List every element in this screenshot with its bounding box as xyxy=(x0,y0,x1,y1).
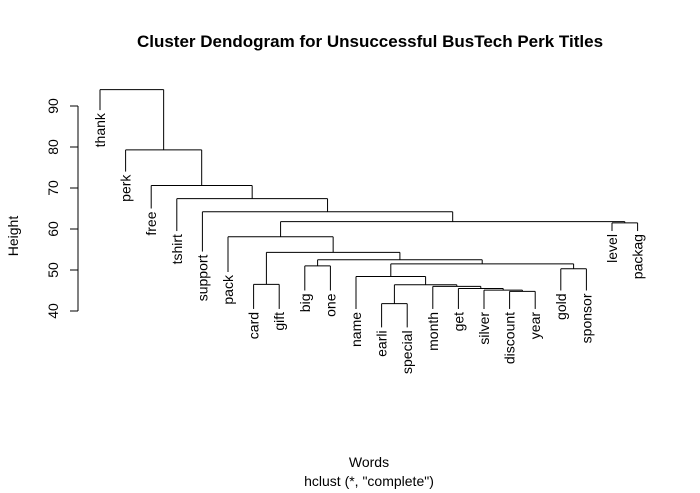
hclust-method-label: hclust (*, "complete") xyxy=(304,473,434,489)
leaf-label-discount: discount xyxy=(502,312,518,364)
leaf-label-thank: thank xyxy=(92,112,108,147)
merge-node xyxy=(381,303,408,328)
y-tick-label: 50 xyxy=(45,262,61,278)
chart-title: Cluster Dendogram for Unsuccessful BusTe… xyxy=(137,32,603,51)
merge-node xyxy=(280,221,626,237)
leaf-label-one: one xyxy=(322,293,338,317)
leaf-label-perk: perk xyxy=(118,174,134,202)
merge-node xyxy=(509,290,536,309)
y-tick-label: 70 xyxy=(45,180,61,196)
leaf-label-card: card xyxy=(246,312,262,339)
merge-node xyxy=(253,283,280,309)
leaf-label-earli: earli xyxy=(374,330,390,356)
leaf-label-support: support xyxy=(194,254,210,301)
y-tick-label: 60 xyxy=(45,221,61,237)
leaf-label-pack: pack xyxy=(220,274,236,305)
x-axis-label: Words xyxy=(349,454,389,470)
merge-node xyxy=(317,259,483,266)
y-tick-label: 40 xyxy=(45,303,61,319)
y-axis: 40 50 60 70 80 90 xyxy=(45,98,79,319)
merge-node xyxy=(227,236,334,273)
merge-node xyxy=(201,211,454,252)
y-tick-label: 80 xyxy=(45,139,61,155)
leaf-label-name: name xyxy=(348,312,364,347)
merge-node xyxy=(560,268,587,291)
leaf-label-year: year xyxy=(527,312,543,340)
dendrogram-tree xyxy=(99,89,639,328)
leaf-label-packag: packag xyxy=(630,234,646,279)
leaf-label-gift: gift xyxy=(271,312,287,331)
leaf-label-month: month xyxy=(425,312,441,351)
leaf-label-special: special xyxy=(399,330,415,374)
leaf-label-big: big xyxy=(297,294,313,313)
merge-node xyxy=(99,89,165,150)
y-axis-label: Height xyxy=(5,216,21,257)
merge-node xyxy=(150,185,253,209)
merge-node xyxy=(176,198,329,232)
merge-node xyxy=(457,287,504,309)
leaf-label-get: get xyxy=(450,312,466,332)
leaf-label-level: level xyxy=(604,234,620,263)
merge-node xyxy=(483,289,523,309)
merge-node xyxy=(393,284,458,304)
leaf-label-tshirt: tshirt xyxy=(169,234,185,264)
leaf-label-sponsor: sponsor xyxy=(578,293,594,343)
leaf-labels: thank perk free tshirt support pack card giftbi… xyxy=(92,112,646,374)
merge-node xyxy=(304,265,331,291)
y-tick-label: 90 xyxy=(45,98,61,114)
merge-node xyxy=(432,285,482,309)
leaf-label-free: free xyxy=(143,211,159,235)
merge-node xyxy=(125,149,203,186)
merge-node xyxy=(265,251,401,285)
merge-node xyxy=(611,222,639,232)
leaf-label-gold: gold xyxy=(553,294,569,320)
merge-node xyxy=(390,263,575,277)
leaf-label-silver: silver xyxy=(476,312,492,345)
